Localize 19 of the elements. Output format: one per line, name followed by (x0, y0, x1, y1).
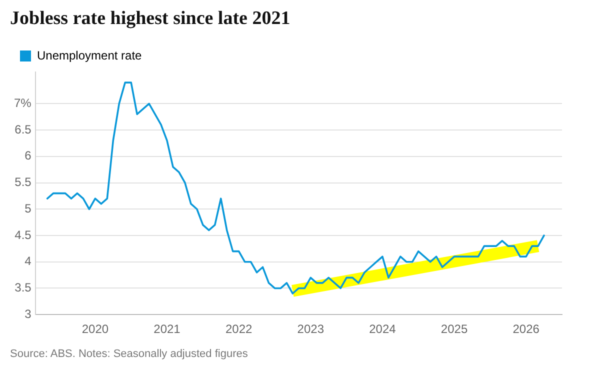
y-tick-label: 7% (14, 96, 32, 110)
x-tick-label: 2021 (154, 322, 181, 336)
x-tick-label: 2024 (369, 322, 396, 336)
y-tick-label: 3.5 (14, 280, 32, 295)
y-tick-label: 6 (24, 148, 32, 163)
y-tick-label: 4 (24, 254, 32, 268)
legend-label: Unemployment rate (37, 48, 142, 62)
x-tick-label: 2023 (297, 322, 324, 336)
x-tick-label: 2025 (440, 322, 468, 336)
source-note: Source: ABS. Notes: Seasonally adjusted figures (10, 348, 248, 360)
chart-title: Jobless rate highest since late 2021 (10, 8, 290, 30)
y-tick-label: 3 (24, 306, 32, 321)
y-tick-label: 5.5 (14, 175, 32, 190)
y-tick-label: 6.5 (14, 122, 32, 136)
y-tick-label: 4.5 (14, 228, 32, 242)
y-tick-label: 5 (24, 201, 32, 216)
x-tick-label: 2026 (512, 322, 540, 336)
x-tick-label: 2022 (225, 322, 252, 336)
x-tick-label: 2020 (82, 322, 109, 336)
